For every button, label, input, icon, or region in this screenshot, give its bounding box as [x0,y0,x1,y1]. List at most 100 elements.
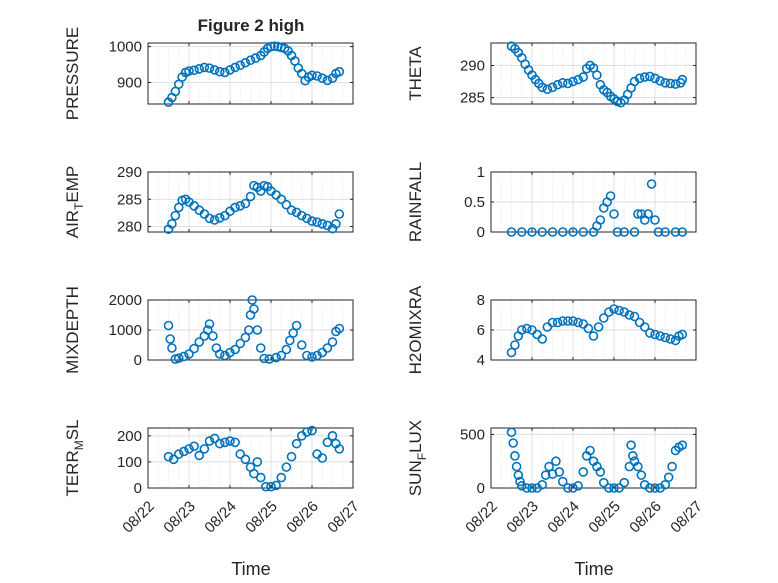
data-point [225,347,235,358]
data-point [168,454,179,465]
data-point [291,320,302,331]
data-point [334,66,345,77]
data-point [271,352,281,363]
data-point [276,194,287,205]
x-tick-label: 08/27 [324,498,363,537]
data-point [209,65,220,75]
y-tick-label: 0 [477,480,485,497]
data-point [199,62,210,73]
y-axis-label: H2OMIXRA [406,285,425,374]
data-point [307,352,317,362]
data-point [544,461,554,472]
data-point [515,476,525,487]
data-point [281,199,292,210]
data-point [655,331,665,341]
data-point [655,76,665,86]
data-point [204,213,215,224]
data-point [266,41,276,52]
y-tick-label: 8 [477,292,485,309]
data-point [261,481,271,492]
data-point [627,451,638,461]
data-point [609,209,619,219]
data-point [235,60,246,71]
data-point [660,78,671,88]
data-point [573,74,583,85]
data-point [547,227,558,237]
data-point [650,73,660,84]
data-point [585,445,595,456]
data-point [194,64,205,74]
data-point [629,227,640,237]
data-point [249,468,259,479]
data-point [225,65,235,75]
data-point [540,470,551,480]
y-tick-label: 500 [460,426,485,443]
data-point [286,205,297,215]
data-point [317,453,328,463]
data-point [307,425,317,436]
x-tick-label: 08/23 [160,498,199,537]
data-point [184,66,194,76]
data-point [281,462,292,472]
data-point [552,79,563,90]
data-point [609,483,619,493]
data-point [653,227,664,237]
data-point [194,450,205,461]
axes-box [147,427,354,489]
data-point [619,227,630,237]
data-point [245,55,256,66]
data-point [667,461,677,472]
data-point [557,78,568,88]
data-point [568,316,578,326]
data-point [532,329,542,340]
data-point [255,343,266,353]
data-point [204,63,215,73]
data-point [173,353,184,364]
data-point [204,436,215,446]
data-point [209,215,220,225]
y-tick-label: 0.5 [464,194,485,211]
data-point [542,84,553,95]
data-point [636,470,647,480]
data-point [568,76,578,87]
data-point [334,323,345,334]
data-point [624,310,635,320]
data-point [291,438,302,449]
data-point [537,227,548,237]
y-tick-label: 100 [117,454,142,471]
y-tick-label: 4 [477,352,485,369]
data-point [588,331,599,341]
data-point [643,209,653,219]
y-tick-label: 0 [477,224,485,241]
data-point [516,481,527,491]
data-point [645,483,655,493]
data-point [296,340,307,350]
data-point [612,227,623,237]
data-point [670,79,681,89]
data-point [537,479,548,490]
data-point [317,73,328,83]
data-point [650,215,660,225]
data-point [240,198,251,209]
data-point [312,350,322,361]
data-point [189,65,199,76]
data-point [554,467,565,477]
y-axis-label: SUNFLUX [406,420,429,496]
data-point [317,219,328,229]
data-point [677,440,688,450]
data-point [240,454,251,465]
axes-box [490,427,697,489]
data-point [578,467,589,477]
data-point [247,295,258,305]
data-point [322,75,333,86]
data-point [650,483,660,493]
data-point [677,74,688,85]
data-point [230,344,240,355]
data-point [527,483,537,493]
data-point [506,427,517,438]
data-point [220,210,230,221]
data-point [179,351,189,362]
data-point [629,311,640,322]
data-point [184,444,194,454]
